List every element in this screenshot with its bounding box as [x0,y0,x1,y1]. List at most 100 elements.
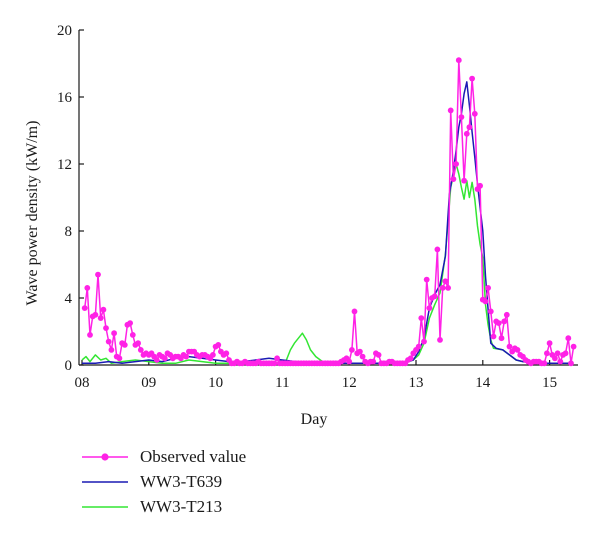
y-tick-label: 8 [65,224,73,240]
data-point-observed-value [137,347,144,353]
data-point-observed-value [426,305,433,311]
y-tick-label: 16 [57,90,73,106]
data-point-observed-value [445,285,451,291]
data-point-observed-value [570,343,577,350]
x-tick-label: 14 [475,375,491,391]
data-point-observed-value [562,350,569,357]
data-point-observed-value [442,278,449,285]
data-point-observed-value [349,347,355,353]
data-point-observed-value [215,342,222,348]
x-tick-label: 13 [409,375,424,391]
data-point-observed-value [370,358,377,365]
data-point-observed-value [495,320,502,326]
data-point-observed-value [514,347,521,353]
data-point-observed-value [554,350,561,357]
data-point-observed-value [501,318,508,325]
legend-label-t213: WW3-T213 [140,496,223,516]
data-point-observed-value [87,332,93,338]
data-point-observed-value [552,355,558,362]
data-point-observed-value [461,177,467,184]
data-point-observed-value [116,355,123,362]
data-point-observed-value [458,114,465,120]
data-point-observed-value [557,358,564,365]
y-axis-title: Wave power density (kW/m) [24,121,41,306]
data-point-observed-value [463,130,470,137]
data-point-observed-value [490,333,497,340]
data-point-observed-value [81,305,88,311]
data-point-observed-value [503,311,510,318]
y-tick-label: 12 [57,157,72,173]
data-point-observed-value [482,298,489,305]
x-tick-label: 11 [275,375,289,391]
data-point-observed-value [153,357,160,363]
data-point-observed-value [351,308,358,315]
data-point-observed-value [103,325,109,331]
legend: Observed value WW3-T639 WW3-T213 [82,444,246,519]
data-point-observed-value [359,353,366,360]
data-point-observed-value [375,352,382,358]
data-point-observed-value [447,107,454,114]
legend-item-t213: WW3-T213 [82,494,246,519]
y-tick-label: 0 [65,358,73,374]
data-point-observed-value [105,338,112,345]
legend-swatch-t213 [82,505,128,508]
data-point-observed-value [498,335,505,342]
data-point-observed-value [161,355,168,362]
data-point-observed-value [100,306,107,313]
data-point-observed-value [439,285,446,291]
data-point-observed-value [471,110,478,117]
data-point-observed-value [127,320,133,326]
legend-item-t639: WW3-T639 [82,469,246,494]
data-point-observed-value [135,340,142,347]
data-point-observed-value [357,348,363,355]
data-point-observed-value [506,343,513,350]
data-point-observed-value [129,332,136,338]
series-line-observed-value [83,59,575,365]
data-point-observed-value [407,355,414,362]
data-point-observed-value [121,342,128,348]
legend-item-observed: Observed value [82,444,246,469]
data-point-observed-value [84,285,91,291]
legend-swatch-t639 [82,480,128,483]
x-axis-title: Day [301,411,328,428]
plot-series [81,57,577,367]
data-point-observed-value [415,343,422,350]
data-point-observed-value [466,124,473,131]
data-point-observed-value [271,360,278,367]
legend-label-observed: Observed value [140,446,247,466]
data-point-observed-value [544,350,550,357]
y-tick-label: 4 [65,291,73,307]
series-line-ww3-t213 [81,163,570,365]
data-point-observed-value [477,182,483,189]
data-point-observed-value [431,293,438,300]
data-point-observed-value [111,330,117,337]
data-point-observed-value [487,308,494,315]
data-point-observed-value [210,352,216,358]
data-point-observed-value [274,355,280,362]
data-point-observed-value [453,161,459,167]
data-point-observed-value [450,176,457,183]
y-tick-label: 20 [57,23,72,39]
x-tick-label: 08 [75,375,90,391]
data-point-observed-value [346,358,353,365]
data-point-observed-value [108,347,115,353]
x-tick-label: 09 [141,375,156,391]
x-tick-label: 15 [542,375,557,391]
data-point-observed-value [541,360,548,367]
data-point-observed-value [92,311,99,318]
legend-label-t639: WW3-T639 [140,471,223,491]
data-point-observed-value [95,271,101,278]
data-point-observed-value [469,75,475,82]
data-point-observed-value [97,315,104,321]
data-point-observed-value [546,340,553,347]
data-point-observed-value [565,335,572,342]
data-point-observed-value [437,337,443,343]
data-point-observed-value [455,57,462,64]
data-point-observed-value [183,353,190,360]
x-tick-label: 12 [342,375,357,391]
data-point-observed-value [418,315,425,321]
legend-swatch-observed [82,452,128,461]
x-tick-label: 10 [208,375,223,391]
data-point-observed-value [421,338,427,345]
